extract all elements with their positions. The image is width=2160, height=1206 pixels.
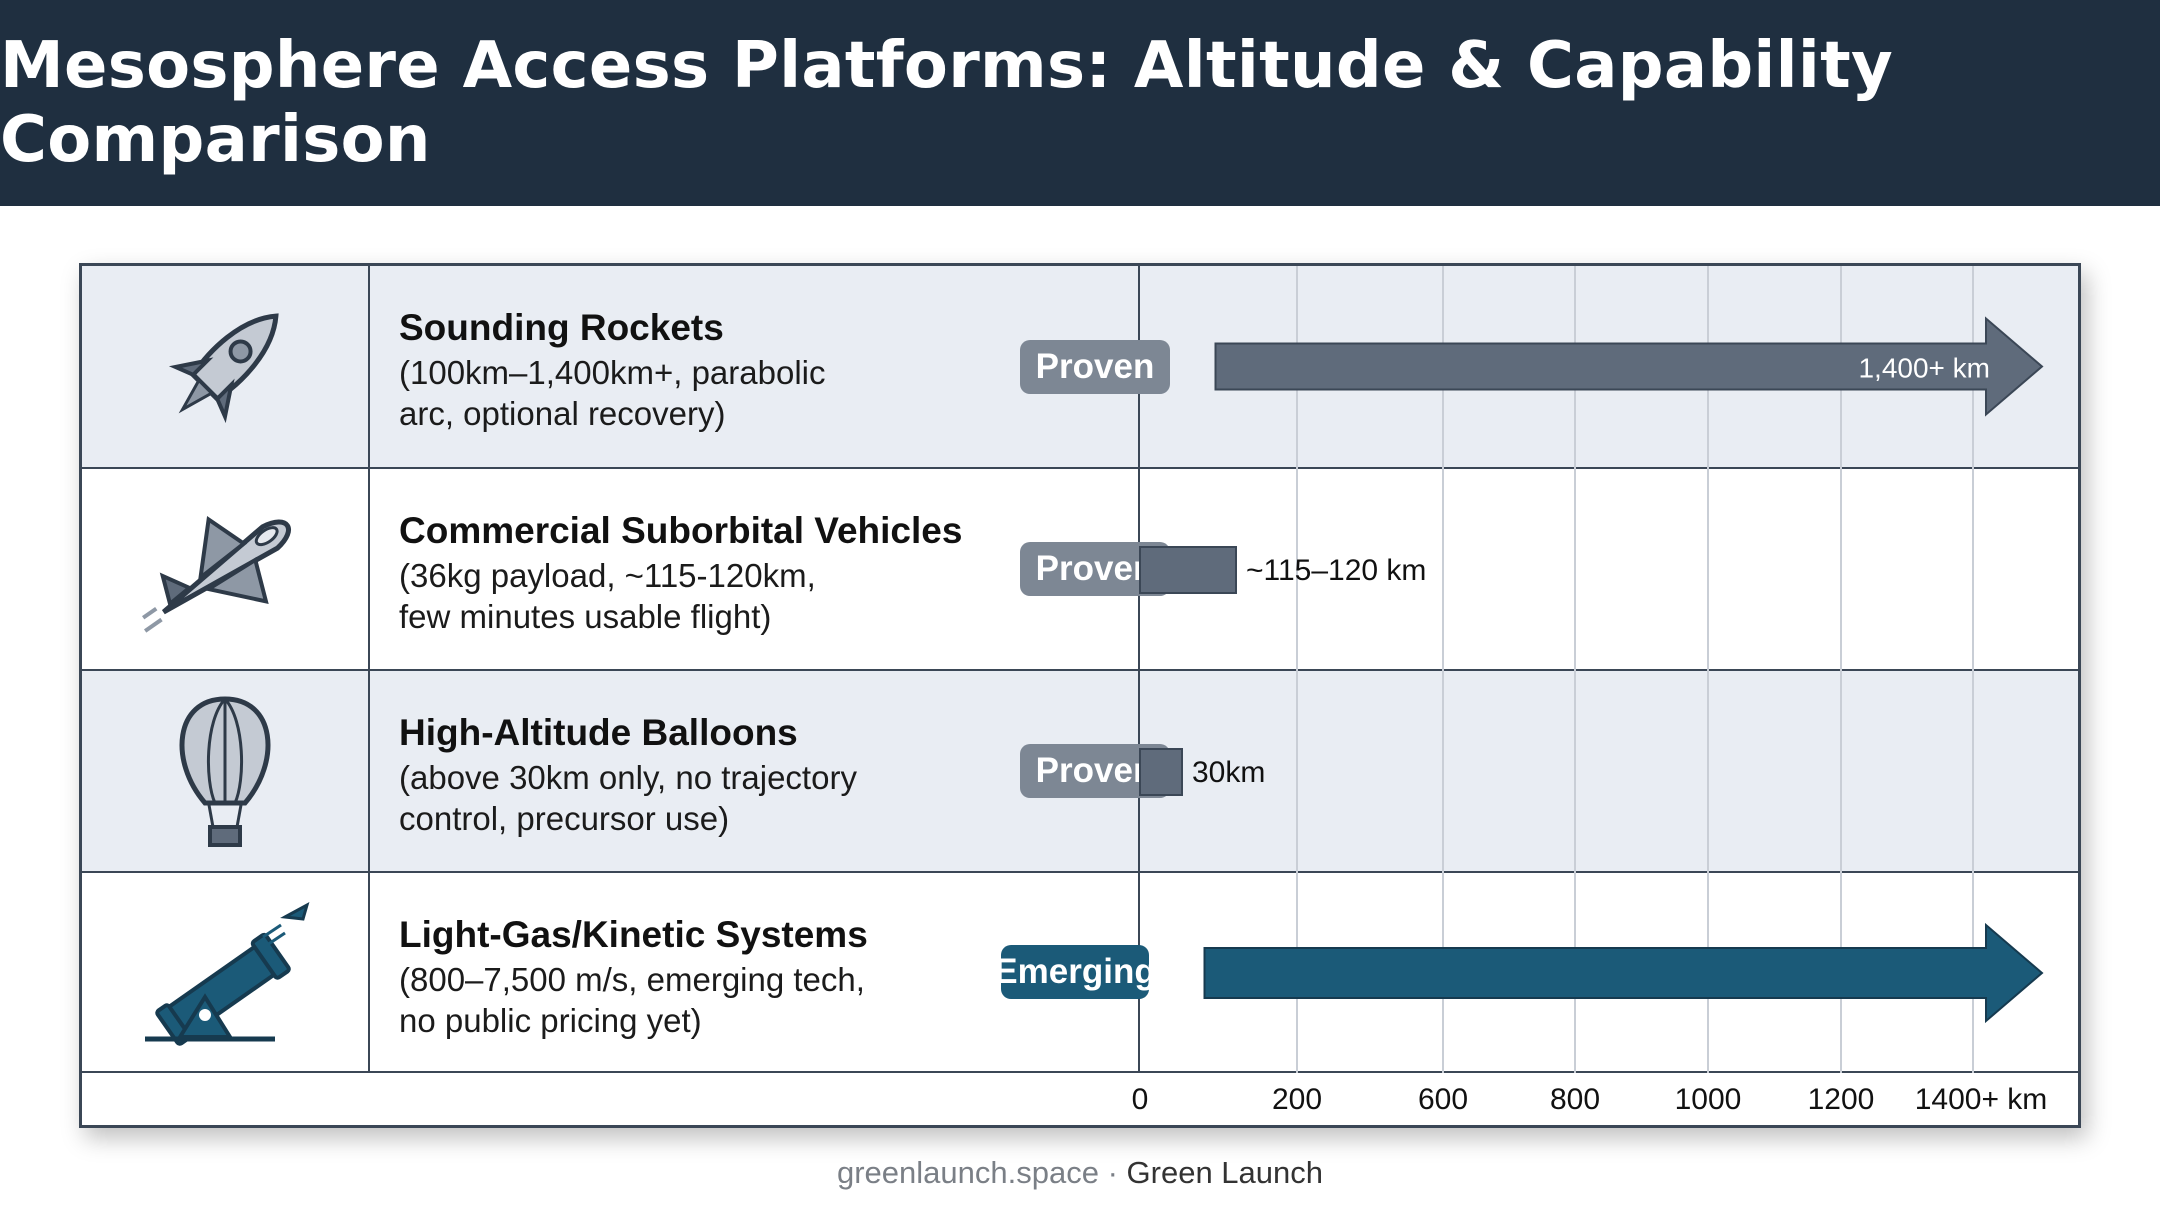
- cannon-icon: [145, 901, 310, 1046]
- detail-line: (36kg payload, ~115-120km,: [399, 557, 816, 594]
- bar-value-label: 1,400+ km: [1858, 353, 1990, 384]
- icon-cell: [82, 873, 370, 1071]
- description-cell: Sounding Rockets (100km–1,400km+, parabo…: [370, 266, 1170, 467]
- page-title: Mesosphere Access Platforms: Altitude & …: [0, 29, 1894, 177]
- comparison-table: Sounding Rockets (100km–1,400km+, parabo…: [79, 263, 2081, 1128]
- spaceplane-icon: [142, 515, 291, 633]
- icon-cell: [82, 266, 370, 467]
- bar-value-label: 30km: [1192, 756, 1265, 789]
- x-tick-label: 1400+ km: [1915, 1083, 2048, 1116]
- x-tick-label: 0: [1132, 1083, 1149, 1116]
- bar-arrow: [1214, 316, 2044, 417]
- platform-name: Light-Gas/Kinetic Systems: [399, 914, 868, 955]
- platform-detail: (100km–1,400km+, parabolic arc, optional…: [399, 352, 939, 434]
- icon-cell: [82, 671, 370, 871]
- platform-name: Sounding Rockets: [399, 307, 724, 348]
- rocket-icon: [168, 312, 279, 423]
- table-row: Commercial Suborbital Vehicles (36kg pay…: [82, 469, 2078, 671]
- x-tick-label: 600: [1418, 1083, 1468, 1116]
- detail-line: arc, optional recovery): [399, 395, 726, 432]
- footer: greenlaunch.space · Green Launch: [0, 1155, 2160, 1191]
- x-tick-label: 1000: [1675, 1083, 1742, 1116]
- balloon-icon: [179, 696, 271, 847]
- platform-detail: (above 30km only, no trajectory control,…: [399, 757, 939, 839]
- status-badge: Proven: [1020, 339, 1170, 394]
- table-row: High-Altitude Balloons (above 30km only,…: [82, 671, 2078, 873]
- description-cell: Commercial Suborbital Vehicles (36kg pay…: [370, 469, 1170, 669]
- bar: [1139, 546, 1237, 594]
- axis-row: [82, 1073, 2078, 1125]
- x-tick-label: 1200: [1808, 1083, 1875, 1116]
- detail-line: no public pricing yet): [399, 1002, 702, 1039]
- detail-line: few minutes usable flight): [399, 598, 772, 635]
- footer-site: greenlaunch.space: [836, 1155, 1099, 1190]
- description-cell: Light-Gas/Kinetic Systems (800–7,500 m/s…: [370, 873, 1156, 1071]
- detail-line: (800–7,500 m/s, emerging tech,: [399, 961, 865, 998]
- table-row: Light-Gas/Kinetic Systems (800–7,500 m/s…: [82, 873, 2078, 1073]
- bar-arrow: [1203, 922, 2044, 1024]
- detail-line: control, precursor use): [399, 800, 730, 837]
- bar-value-label: ~115–120 km: [1246, 554, 1426, 587]
- title-bar: Mesosphere Access Platforms: Altitude & …: [0, 0, 2160, 206]
- platform-detail: (36kg payload, ~115-120km, few minutes u…: [399, 555, 939, 637]
- platform-name: High-Altitude Balloons: [399, 712, 798, 753]
- x-tick-label: 800: [1550, 1083, 1600, 1116]
- footer-separator: ·: [1098, 1155, 1127, 1190]
- footer-brand: Green Launch: [1126, 1155, 1324, 1190]
- bar: [1139, 748, 1183, 796]
- detail-line: (above 30km only, no trajectory: [399, 759, 857, 796]
- platform-detail: (800–7,500 m/s, emerging tech, no public…: [399, 959, 939, 1041]
- platform-name: Commercial Suborbital Vehicles: [399, 510, 963, 551]
- status-badge: Emerging: [994, 945, 1156, 999]
- altitude-chart: 0 200 600 800 1000 1200 1400+ km 1,400+ km ~115–…: [1132, 266, 2048, 1116]
- x-tick-label: 200: [1272, 1083, 1322, 1116]
- icon-cell: [82, 469, 370, 669]
- detail-line: (100km–1,400km+, parabolic: [399, 354, 826, 391]
